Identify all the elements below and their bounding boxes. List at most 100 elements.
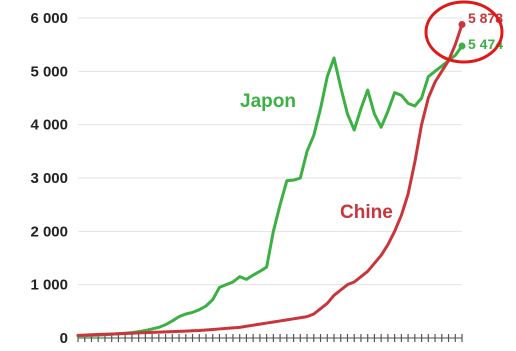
data-point [414, 161, 416, 163]
data-point [367, 270, 369, 272]
data-point [212, 299, 214, 301]
data-point [340, 289, 342, 291]
data-point [407, 193, 409, 195]
data-point [131, 332, 133, 334]
data-point [387, 244, 389, 246]
data-point [319, 108, 322, 110]
data-point [239, 276, 241, 278]
data-point [286, 180, 288, 182]
data-point [90, 334, 93, 336]
data-point [252, 274, 254, 276]
data-point [353, 281, 355, 283]
x-axis [77, 334, 463, 342]
y-tick-label: 4 000 [30, 117, 68, 134]
data-point [387, 110, 389, 112]
data-point [198, 309, 200, 311]
data-point [144, 332, 146, 334]
data-point [394, 92, 396, 94]
data-point [178, 316, 180, 318]
data-point [319, 308, 322, 310]
series-layer [76, 21, 466, 338]
data-point [272, 230, 274, 232]
data-point [158, 326, 160, 328]
data-point [292, 179, 295, 181]
data-point [259, 270, 261, 272]
data-point [245, 278, 248, 280]
data-point [252, 324, 254, 326]
data-point [84, 334, 86, 336]
data-point [427, 97, 429, 99]
data-point [441, 70, 443, 72]
data-point [185, 313, 187, 315]
data-point [77, 334, 79, 336]
data-point [232, 327, 234, 329]
data-point [292, 318, 295, 320]
data-point [353, 129, 355, 131]
data-point [340, 86, 342, 88]
data-point [239, 326, 241, 328]
data-point [299, 177, 301, 179]
data-point [151, 328, 153, 330]
data-point [346, 284, 349, 286]
y-tick-label: 6 000 [30, 10, 68, 27]
data-point [414, 105, 416, 107]
data-point [299, 317, 301, 319]
data-point [97, 333, 99, 336]
data-point [360, 276, 362, 278]
data-point [191, 311, 194, 313]
y-tick-label: 3 000 [30, 170, 68, 187]
data-point [171, 331, 173, 333]
data-point [266, 266, 268, 268]
y-tick-label: 1 000 [30, 277, 68, 294]
data-point [232, 281, 234, 283]
data-point [218, 286, 221, 288]
data-point [427, 76, 429, 78]
data-point [266, 322, 268, 324]
data-point [434, 81, 436, 83]
data-point [394, 230, 396, 232]
data-point [333, 57, 335, 59]
data-point [164, 331, 167, 333]
data-point [272, 321, 274, 323]
data-point [346, 113, 349, 115]
data-point [367, 89, 369, 91]
series-label-chine: Chine [340, 202, 393, 223]
data-point [454, 44, 456, 46]
data-point [185, 330, 187, 332]
data-point [286, 319, 288, 321]
data-point [138, 332, 140, 334]
y-tick-label: 2 000 [30, 223, 68, 240]
data-point [313, 313, 315, 315]
data-point [454, 54, 456, 56]
data-point [434, 70, 436, 72]
highlight-circle [424, 0, 504, 64]
y-tick-label: 0 [60, 330, 68, 347]
data-point [420, 124, 423, 126]
data-point [360, 108, 362, 110]
data-point [333, 294, 335, 296]
data-point [279, 204, 281, 206]
data-point [117, 333, 120, 335]
data-point [158, 331, 160, 333]
y-axis-ticks: 0 1 000 2 000 3 000 4 000 5 000 6 000 [30, 10, 68, 347]
data-point [218, 328, 221, 330]
data-point [191, 330, 194, 332]
end-marker-chine [458, 21, 466, 29]
data-point [171, 320, 173, 322]
data-point [313, 134, 315, 136]
data-point [306, 150, 308, 152]
data-point [400, 94, 402, 96]
data-point [225, 327, 227, 329]
data-point [380, 254, 382, 256]
data-point [205, 329, 207, 331]
data-point [212, 328, 214, 331]
data-point [124, 332, 126, 335]
end-marker-japon [458, 42, 466, 50]
data-point [205, 305, 207, 307]
data-point [151, 331, 153, 333]
y-tick-label: 5 000 [30, 63, 68, 80]
data-point [225, 284, 227, 286]
